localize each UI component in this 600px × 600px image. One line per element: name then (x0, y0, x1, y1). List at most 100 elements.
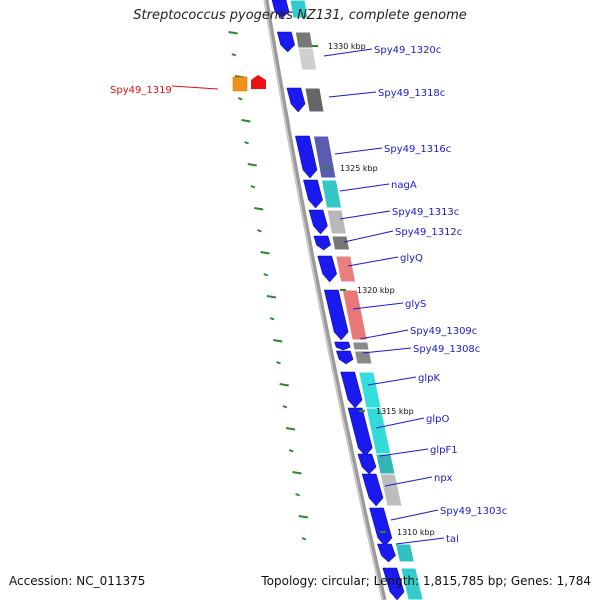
position-label: 1330 kbp (328, 42, 366, 51)
label-leader-line (375, 417, 425, 429)
feature-block (304, 87, 325, 113)
gene-label: Spy49_1313c (392, 207, 459, 218)
feature-block (326, 209, 348, 235)
feature-block (341, 289, 368, 341)
label-leader-line (362, 347, 412, 354)
position-label: 1310 kbp (397, 528, 435, 537)
label-leader-line (339, 183, 390, 192)
gene-label: glpF1 (430, 445, 458, 456)
label-leader-line (339, 210, 391, 220)
cds-arrow (313, 235, 331, 251)
feature-block (400, 567, 424, 600)
position-label: 1325 kbp (340, 164, 378, 173)
gc-tick-mark (295, 493, 300, 497)
gc-tick-mark (276, 361, 281, 365)
label-leader-line (379, 448, 429, 457)
gene-label: glpK (418, 373, 440, 384)
gc-tick-mark (260, 251, 270, 255)
cds-arrow (336, 350, 354, 365)
gc-tick-mark (269, 317, 275, 321)
gc-tick-mark (253, 207, 264, 211)
label-leader-line (171, 85, 219, 90)
cds-arrow (323, 289, 349, 341)
label-leader-line (334, 147, 383, 155)
cds-arrow (340, 371, 363, 409)
cds-arrow (295, 135, 318, 179)
feature-track (232, 0, 424, 600)
cds-arrow (286, 87, 306, 113)
label-leader-line (323, 48, 373, 57)
feature-block (320, 179, 343, 209)
gc-tick-mark (231, 53, 237, 57)
gc-tick-mark (250, 185, 256, 189)
gene-label: Spy49_1319 (110, 85, 172, 96)
gene-label: tal (446, 534, 459, 545)
gene-label: glyS (405, 299, 426, 310)
gc-tick-mark (298, 515, 308, 519)
label-leader-line (390, 509, 439, 521)
position-label: 1315 kbp (376, 407, 414, 416)
feature-block (394, 543, 416, 563)
feature-block (353, 350, 373, 365)
label-leader-line (367, 376, 417, 386)
gene-label: Spy49_1312c (395, 227, 462, 238)
position-labels: 1330 kbp 1325 kbp 1320 kbp 1315 kbp 1310 kbp (312, 42, 435, 537)
cds-arrow (369, 507, 393, 547)
gc-tick-mark (273, 339, 283, 343)
gc-tick-mark (292, 471, 302, 475)
feature-block (289, 0, 309, 19)
cds-arrow (334, 341, 351, 351)
gene-label: Spy49_1320c (374, 45, 441, 56)
gc-tick-mark (228, 31, 238, 35)
gc-tick-mark (241, 119, 251, 123)
gene-label: Spy49_1318c (378, 88, 445, 99)
gc-tick-mark (237, 97, 243, 101)
gene-label: npx (434, 473, 453, 484)
cds-arrow (276, 31, 295, 53)
label-leader-line (359, 329, 409, 340)
label-leader-line (352, 302, 404, 310)
gene-labels: Spy49_1320c Spy49_1319 Spy49_1318c Spy49_13… (110, 45, 507, 545)
cds-arrow (317, 255, 337, 283)
cds-arrow (308, 209, 328, 235)
cds-arrow (347, 407, 373, 457)
genome-backbone (261, 0, 389, 600)
gc-tick-mark (282, 405, 288, 409)
gene-label: glpO (426, 414, 449, 425)
gc-tick-mark (263, 273, 269, 277)
backbone-line (263, 0, 387, 600)
label-leader-line (328, 91, 377, 98)
gc-tick-mark (266, 295, 277, 299)
gc-tick-mark (285, 427, 296, 431)
feature-block (335, 255, 357, 283)
cds-arrow (357, 453, 377, 475)
gene-label: nagA (391, 180, 417, 191)
feature-block (351, 341, 370, 351)
cds-arrow (377, 543, 396, 563)
cds-arrow (303, 179, 323, 209)
gc-tick-mark (279, 383, 289, 387)
backbone-highlight (263, 0, 384, 600)
gene-label: Spy49_1303c (440, 506, 507, 517)
gc-tick-mark (301, 537, 307, 541)
gene-label: Spy49_1309c (410, 326, 477, 337)
gene-arrow-red (251, 75, 266, 89)
position-label: 1320 kbp (357, 286, 395, 295)
label-leader-lines (171, 48, 445, 545)
feature-block (331, 235, 351, 251)
accession-text: Accession: NC_011375 (9, 574, 146, 588)
gene-label: Spy49_1316c (384, 144, 451, 155)
genome-summary-text: Topology: circular; Length: 1,815,785 bp… (261, 574, 591, 588)
label-leader-line (343, 230, 394, 243)
feature-block (358, 371, 382, 409)
map-title: Streptococcus pyogenes NZ131, complete g… (133, 8, 467, 23)
cds-arrow (271, 0, 290, 19)
feature-block (375, 453, 396, 475)
label-leader-line (384, 476, 433, 487)
cds-arrow (382, 567, 405, 600)
gc-tick-mark (247, 163, 257, 167)
feature-block (379, 473, 403, 507)
gene-block-orange (232, 76, 248, 92)
